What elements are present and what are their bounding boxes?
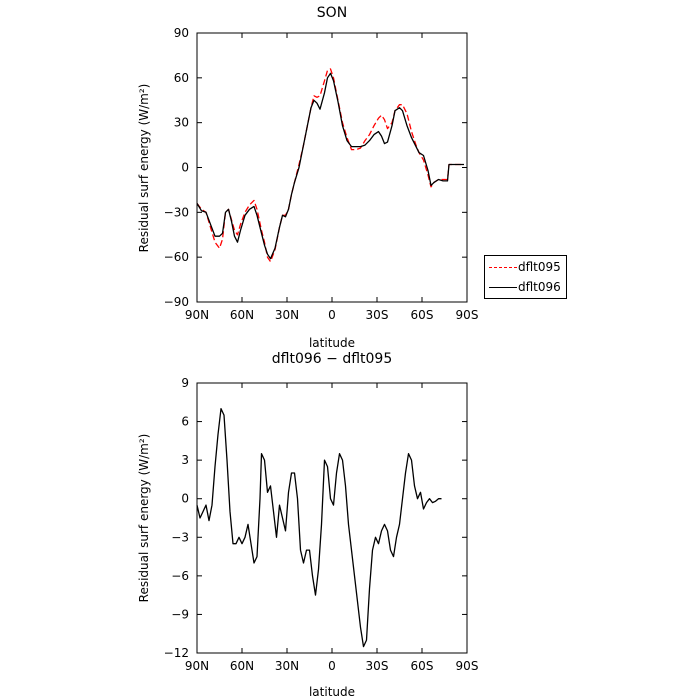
y-tick-label: −6 [171,569,189,583]
y-tick-label: −12 [164,646,189,660]
top-x-axis-label: latitude [309,336,355,350]
bottom-y-axis: −12 −9 −6 −3 0 3 6 9 [164,376,467,660]
y-tick-label: −9 [171,607,189,621]
series-line-panel1-0 [196,408,442,648]
bottom-x-axis-label: latitude [309,685,355,699]
y-tick-label: 0 [181,161,189,175]
y-tick-label: 3 [181,453,189,467]
top-x-axis: 90N 60N 30N 0 30S 60S 90S [185,33,479,322]
top-y-axis-label: Residual surf energy (W/m²) [137,84,151,253]
legend-label-dflt095: dflt095 [518,260,561,274]
y-tick-label: 0 [181,492,189,506]
y-tick-label: −30 [164,205,189,219]
legend: dflt095 dflt096 [484,255,567,299]
bottom-plot-frame [196,382,468,654]
legend-item-dflt096: dflt096 [485,278,566,298]
x-tick-label: 90N [185,659,209,673]
y-tick-label: 90 [174,26,189,40]
x-tick-label: 90N [185,308,209,322]
x-tick-label: 60S [411,308,434,322]
x-tick-label: 90S [456,659,479,673]
top-plot-frame [196,32,468,303]
y-tick-label: −60 [164,250,189,264]
x-tick-label: 90S [456,308,479,322]
legend-swatch-dflt096 [489,287,517,288]
legend-item-dflt095: dflt095 [485,258,566,278]
x-tick-label: 0 [328,308,336,322]
x-tick-label: 30S [366,308,389,322]
y-tick-label: 30 [174,116,189,130]
x-tick-label: 60N [230,308,254,322]
x-tick-label: 30N [275,308,299,322]
top-chart-panel: SON −90 −60 −30 0 30 60 90 90N 60N 30N 0 30S 60S 90S… [137,5,478,350]
bottom-series-group [196,408,442,648]
x-tick-label: 0 [328,659,336,673]
x-tick-label: 60S [411,659,434,673]
top-y-axis: −90 −60 −30 0 30 60 90 [164,26,467,309]
legend-label-dflt096: dflt096 [518,280,561,294]
bottom-chart-panel: dflt096 − dflt095 −12 −9 −6 −3 0 3 6 9 90N 60N 30… [137,351,478,699]
series-line-dflt096 [196,72,464,260]
y-tick-label: 6 [181,415,189,429]
x-tick-label: 30N [275,659,299,673]
x-tick-label: 60N [230,659,254,673]
bottom-x-axis: 90N 60N 30N 0 30S 60S 90S [185,383,479,673]
y-tick-label: 9 [181,376,189,390]
bottom-y-axis-label: Residual surf energy (W/m²) [137,434,151,603]
bottom-chart-title: dflt096 − dflt095 [272,351,392,367]
x-tick-label: 30S [366,659,389,673]
legend-swatch-dflt095 [489,267,517,268]
y-tick-label: −90 [164,295,189,309]
y-tick-label: 60 [174,71,189,85]
y-tick-label: −3 [171,530,189,544]
series-line-dflt095 [196,68,464,263]
top-series-group [196,68,464,263]
top-chart-title: SON [317,5,347,21]
